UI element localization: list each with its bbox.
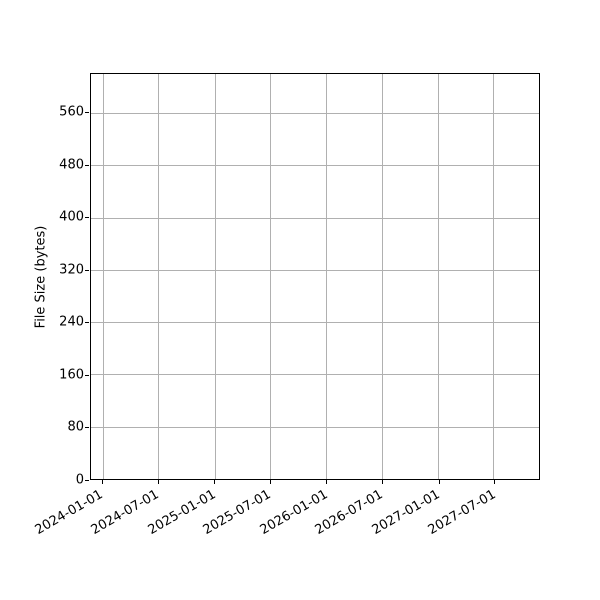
y-tick (85, 112, 89, 114)
gridline-vertical (493, 74, 495, 479)
gridline-horizontal (91, 165, 539, 167)
grid (91, 74, 539, 479)
gridline-horizontal (91, 426, 539, 428)
x-tick (214, 480, 216, 484)
gridline-vertical (214, 74, 216, 479)
y-tick-label: 80 (67, 419, 84, 435)
y-tick-label: 0 (75, 472, 84, 488)
gridline-vertical (102, 74, 104, 479)
x-tick (326, 480, 328, 484)
gridline-vertical (381, 74, 383, 479)
y-tick (85, 269, 89, 271)
y-tick-label: 240 (59, 314, 84, 330)
gridline-horizontal (91, 269, 539, 271)
y-tick (85, 322, 89, 324)
gridline-vertical (158, 74, 160, 479)
y-tick-label: 160 (59, 367, 84, 383)
gridline-horizontal (91, 374, 539, 376)
y-tick (85, 217, 89, 219)
y-tick-label: 400 (59, 209, 84, 225)
x-tick (269, 480, 271, 484)
y-tick (85, 480, 89, 481)
x-tick (382, 480, 383, 484)
y-tick-label: 320 (59, 262, 84, 278)
x-tick (438, 480, 440, 484)
y-tick (85, 164, 89, 166)
gridline-vertical (438, 74, 440, 479)
y-tick-label: 560 (59, 104, 84, 120)
gridline-vertical (326, 74, 328, 479)
gridline-horizontal (91, 217, 539, 219)
y-axis-label: File Size (bytes) (33, 225, 49, 329)
y-tick (85, 427, 89, 429)
gridline-vertical (270, 74, 272, 479)
plot-area (90, 73, 540, 480)
y-tick (85, 374, 89, 376)
gridline-horizontal (91, 322, 539, 324)
y-tick-label: 480 (59, 157, 84, 173)
x-tick (494, 480, 496, 484)
gridline-horizontal (91, 113, 539, 115)
x-tick (157, 480, 159, 484)
x-tick (101, 480, 103, 484)
